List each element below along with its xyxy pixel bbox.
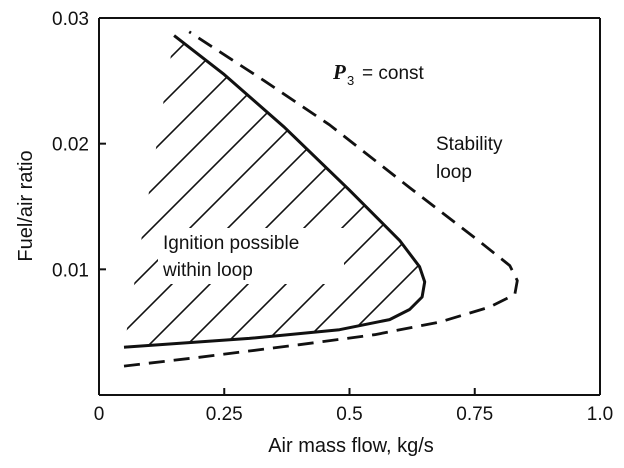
x-tick-label-3: 0.75 xyxy=(456,404,493,425)
x-tick-label-1: 0.25 xyxy=(206,404,243,425)
hatch-line-25 xyxy=(450,0,624,468)
hatch-line-28 xyxy=(564,0,624,468)
y-tick-label-2: 0.03 xyxy=(52,9,89,30)
ignition-label-line2: within loop xyxy=(162,260,253,281)
stability-loop-line xyxy=(123,30,519,368)
pressure-symbol: P xyxy=(332,60,346,84)
y-tick-label-0: 0.01 xyxy=(52,260,89,281)
hatch-line-24 xyxy=(411,35,425,348)
ignition-annotation: Ignition possible within loop xyxy=(158,228,344,284)
hatch-line-21 xyxy=(297,35,425,348)
x-tick-label-2: 0.5 xyxy=(336,404,362,425)
hatch-line-2 xyxy=(0,0,76,468)
ignition-loop-line xyxy=(123,34,427,349)
hatch-line-27 xyxy=(526,0,624,468)
pressure-const-text: = const xyxy=(362,63,425,84)
x-tick-label-4: 1.0 xyxy=(587,404,613,425)
hatch-line-7 xyxy=(124,35,267,348)
hatch-line-17 xyxy=(145,35,425,348)
hatch-line-8 xyxy=(124,35,305,348)
y-axis-title: Fuel/air ratio xyxy=(15,150,37,261)
y-tick-label-1: 0.02 xyxy=(52,135,89,156)
series-lines xyxy=(123,30,519,368)
x-tick-label-0: 0 xyxy=(94,404,105,425)
stability-annotation: Stability loop xyxy=(430,130,534,188)
hatch-line-26 xyxy=(488,0,624,468)
pressure-annotation: P 3 = const xyxy=(332,60,425,88)
pressure-subscript: 3 xyxy=(347,73,354,88)
x-axis-title: Air mass flow, kg/s xyxy=(268,435,434,457)
stability-label-line2: loop xyxy=(436,162,472,183)
stability-label-line1: Stability xyxy=(436,134,503,155)
ignition-label-line1: Ignition possible xyxy=(163,233,299,254)
axis-ticks: 0 0.25 0.5 0.75 1.0 0.01 0.02 0.03 xyxy=(52,9,613,425)
hatch-line-16 xyxy=(124,35,425,348)
